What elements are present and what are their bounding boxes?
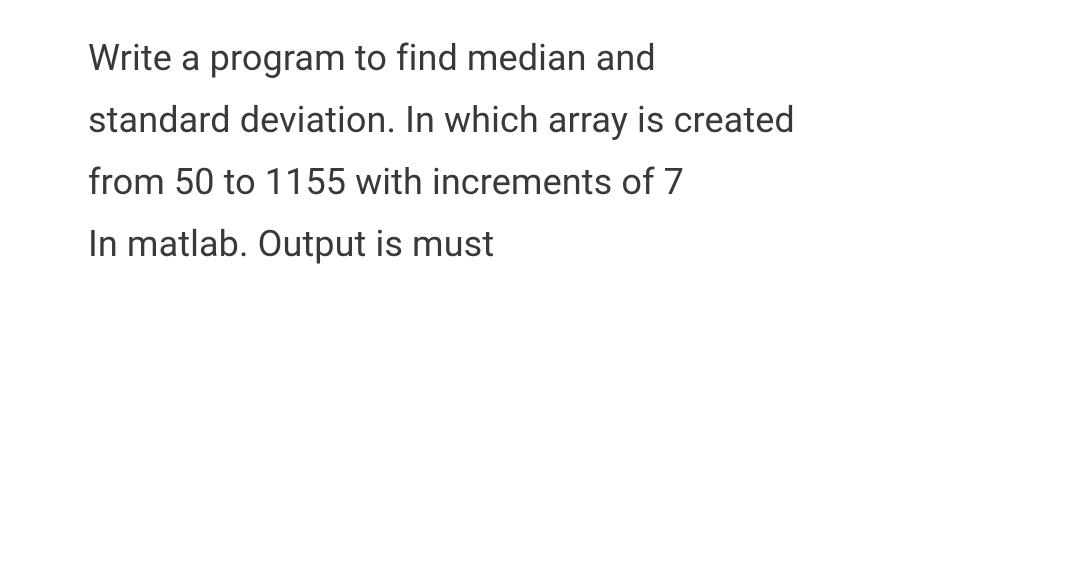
text-line-1: Write a program to find median and bbox=[88, 28, 998, 90]
question-text: Write a program to find median and stand… bbox=[88, 28, 998, 276]
text-line-2: standard deviation. In which array is cr… bbox=[88, 90, 998, 152]
text-line-3: from 50 to 1155 with increments of 7 bbox=[88, 152, 998, 214]
text-line-4: In matlab. Output is must bbox=[88, 214, 998, 276]
page: Write a program to find median and stand… bbox=[0, 0, 1080, 576]
